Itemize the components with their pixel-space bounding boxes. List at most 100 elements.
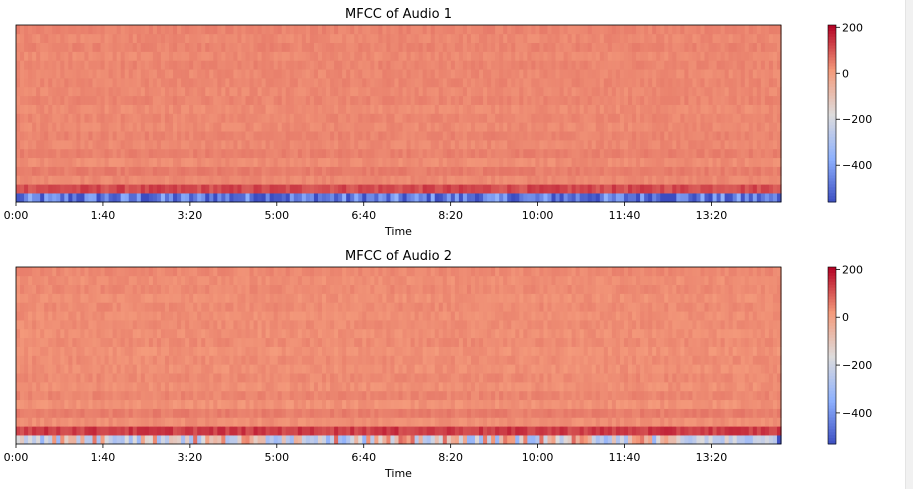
heatmap-cell: [72, 193, 77, 203]
heatmap-cell: [426, 51, 432, 61]
heatmap-cell: [128, 184, 134, 194]
heatmap-cell: [265, 435, 271, 445]
heatmap-cell: [684, 60, 689, 70]
heatmap-cell: [84, 78, 90, 88]
heatmap-cell: [100, 408, 106, 418]
heatmap-cell: [16, 175, 21, 185]
heatmap-cell: [301, 193, 307, 203]
heatmap-cell: [587, 140, 593, 150]
heatmap-cell: [334, 25, 339, 35]
heatmap-cell: [684, 148, 689, 159]
heatmap-cell: [519, 157, 524, 167]
heatmap-cell: [76, 131, 82, 141]
heatmap-cell: [112, 140, 118, 150]
heatmap-cell: [156, 42, 162, 52]
heatmap-cell: [40, 408, 45, 418]
heatmap-cell: [181, 166, 186, 176]
heatmap-cell: [547, 78, 553, 88]
heatmap-cell: [547, 157, 553, 167]
heatmap-cell: [776, 193, 782, 203]
heatmap-cell: [619, 25, 625, 35]
heatmap-cell: [374, 51, 379, 61]
heatmap-cell: [277, 95, 283, 105]
heatmap-cell: [370, 408, 375, 418]
heatmap-cell: [225, 122, 230, 132]
heatmap-cell: [644, 122, 649, 132]
heatmap-cell: [483, 122, 488, 132]
heatmap-cell: [422, 435, 428, 445]
heatmap-cell: [193, 399, 198, 409]
heatmap-cell: [354, 399, 359, 409]
heatmap-cell: [499, 435, 504, 445]
scrollbar[interactable]: [905, 0, 913, 489]
heatmap-cell: [575, 435, 581, 445]
heatmap-cell: [76, 104, 82, 114]
heatmap-cell: [48, 140, 53, 150]
heatmap-cell: [169, 426, 174, 436]
heatmap-cell: [72, 95, 77, 105]
heatmap-cell: [76, 184, 82, 194]
heatmap-cell: [156, 60, 162, 70]
heatmap-cell: [748, 408, 754, 418]
heatmap-cell: [132, 131, 138, 141]
heatmap-cell: [684, 184, 689, 194]
heatmap-cell: [595, 184, 601, 194]
heatmap-cell: [169, 140, 174, 150]
heatmap-cell: [64, 399, 69, 409]
heatmap-cell: [644, 113, 649, 123]
heatmap-cell: [744, 42, 750, 52]
heatmap-cell: [648, 33, 653, 43]
heatmap-cell: [48, 78, 53, 88]
heatmap-cell: [680, 86, 685, 97]
heatmap-cell: [640, 104, 645, 114]
heatmap-cell: [108, 140, 114, 150]
heatmap-cell: [285, 122, 291, 132]
colorbar-segment: [828, 190, 836, 194]
heatmap-cell: [712, 157, 718, 167]
heatmap-cell: [249, 104, 255, 114]
heatmap-cell: [96, 86, 102, 97]
heatmap-cell: [201, 25, 206, 35]
heatmap-cell: [764, 122, 770, 132]
heatmap-cell: [36, 95, 41, 105]
heatmap-cell: [664, 33, 669, 43]
heatmap-cell: [313, 131, 319, 141]
heatmap-cell: [177, 78, 182, 88]
heatmap-cell: [40, 122, 45, 132]
heatmap-cell: [531, 95, 536, 105]
heatmap-cell: [72, 69, 77, 79]
heatmap-cell: [213, 435, 218, 445]
heatmap-cell: [144, 408, 150, 418]
heatmap-cell: [632, 104, 637, 114]
heatmap-cell: [644, 60, 649, 70]
heatmap-cell: [664, 399, 669, 409]
heatmap-cell: [684, 417, 689, 427]
heatmap-cell: [209, 131, 214, 141]
heatmap-cell: [20, 435, 25, 445]
heatmap-cell: [422, 426, 428, 436]
heatmap-cell: [169, 399, 174, 409]
heatmap-cell: [644, 104, 649, 114]
heatmap-cell: [430, 390, 436, 401]
coefficient-row-3: [16, 408, 782, 418]
heatmap-cell: [181, 60, 186, 70]
heatmap-cell: [640, 86, 645, 97]
heatmap-cell: [370, 417, 375, 427]
heatmap-cell: [704, 104, 710, 114]
heatmap-cell: [96, 417, 102, 427]
heatmap-cell: [362, 131, 367, 141]
heatmap-cell: [140, 42, 146, 52]
heatmap-cell: [120, 122, 126, 132]
heatmap-cell: [136, 193, 142, 203]
heatmap-cell: [257, 95, 263, 105]
heatmap-cell: [76, 435, 82, 445]
heatmap-cell: [716, 104, 722, 114]
heatmap-cell: [398, 157, 404, 167]
heatmap-cell: [406, 95, 412, 105]
heatmap-cell: [64, 78, 69, 88]
heatmap-cell: [724, 69, 730, 79]
heatmap-cell: [668, 131, 673, 141]
heatmap-cell: [261, 104, 267, 114]
heatmap-cell: [28, 175, 33, 185]
heatmap-cell: [567, 69, 573, 79]
